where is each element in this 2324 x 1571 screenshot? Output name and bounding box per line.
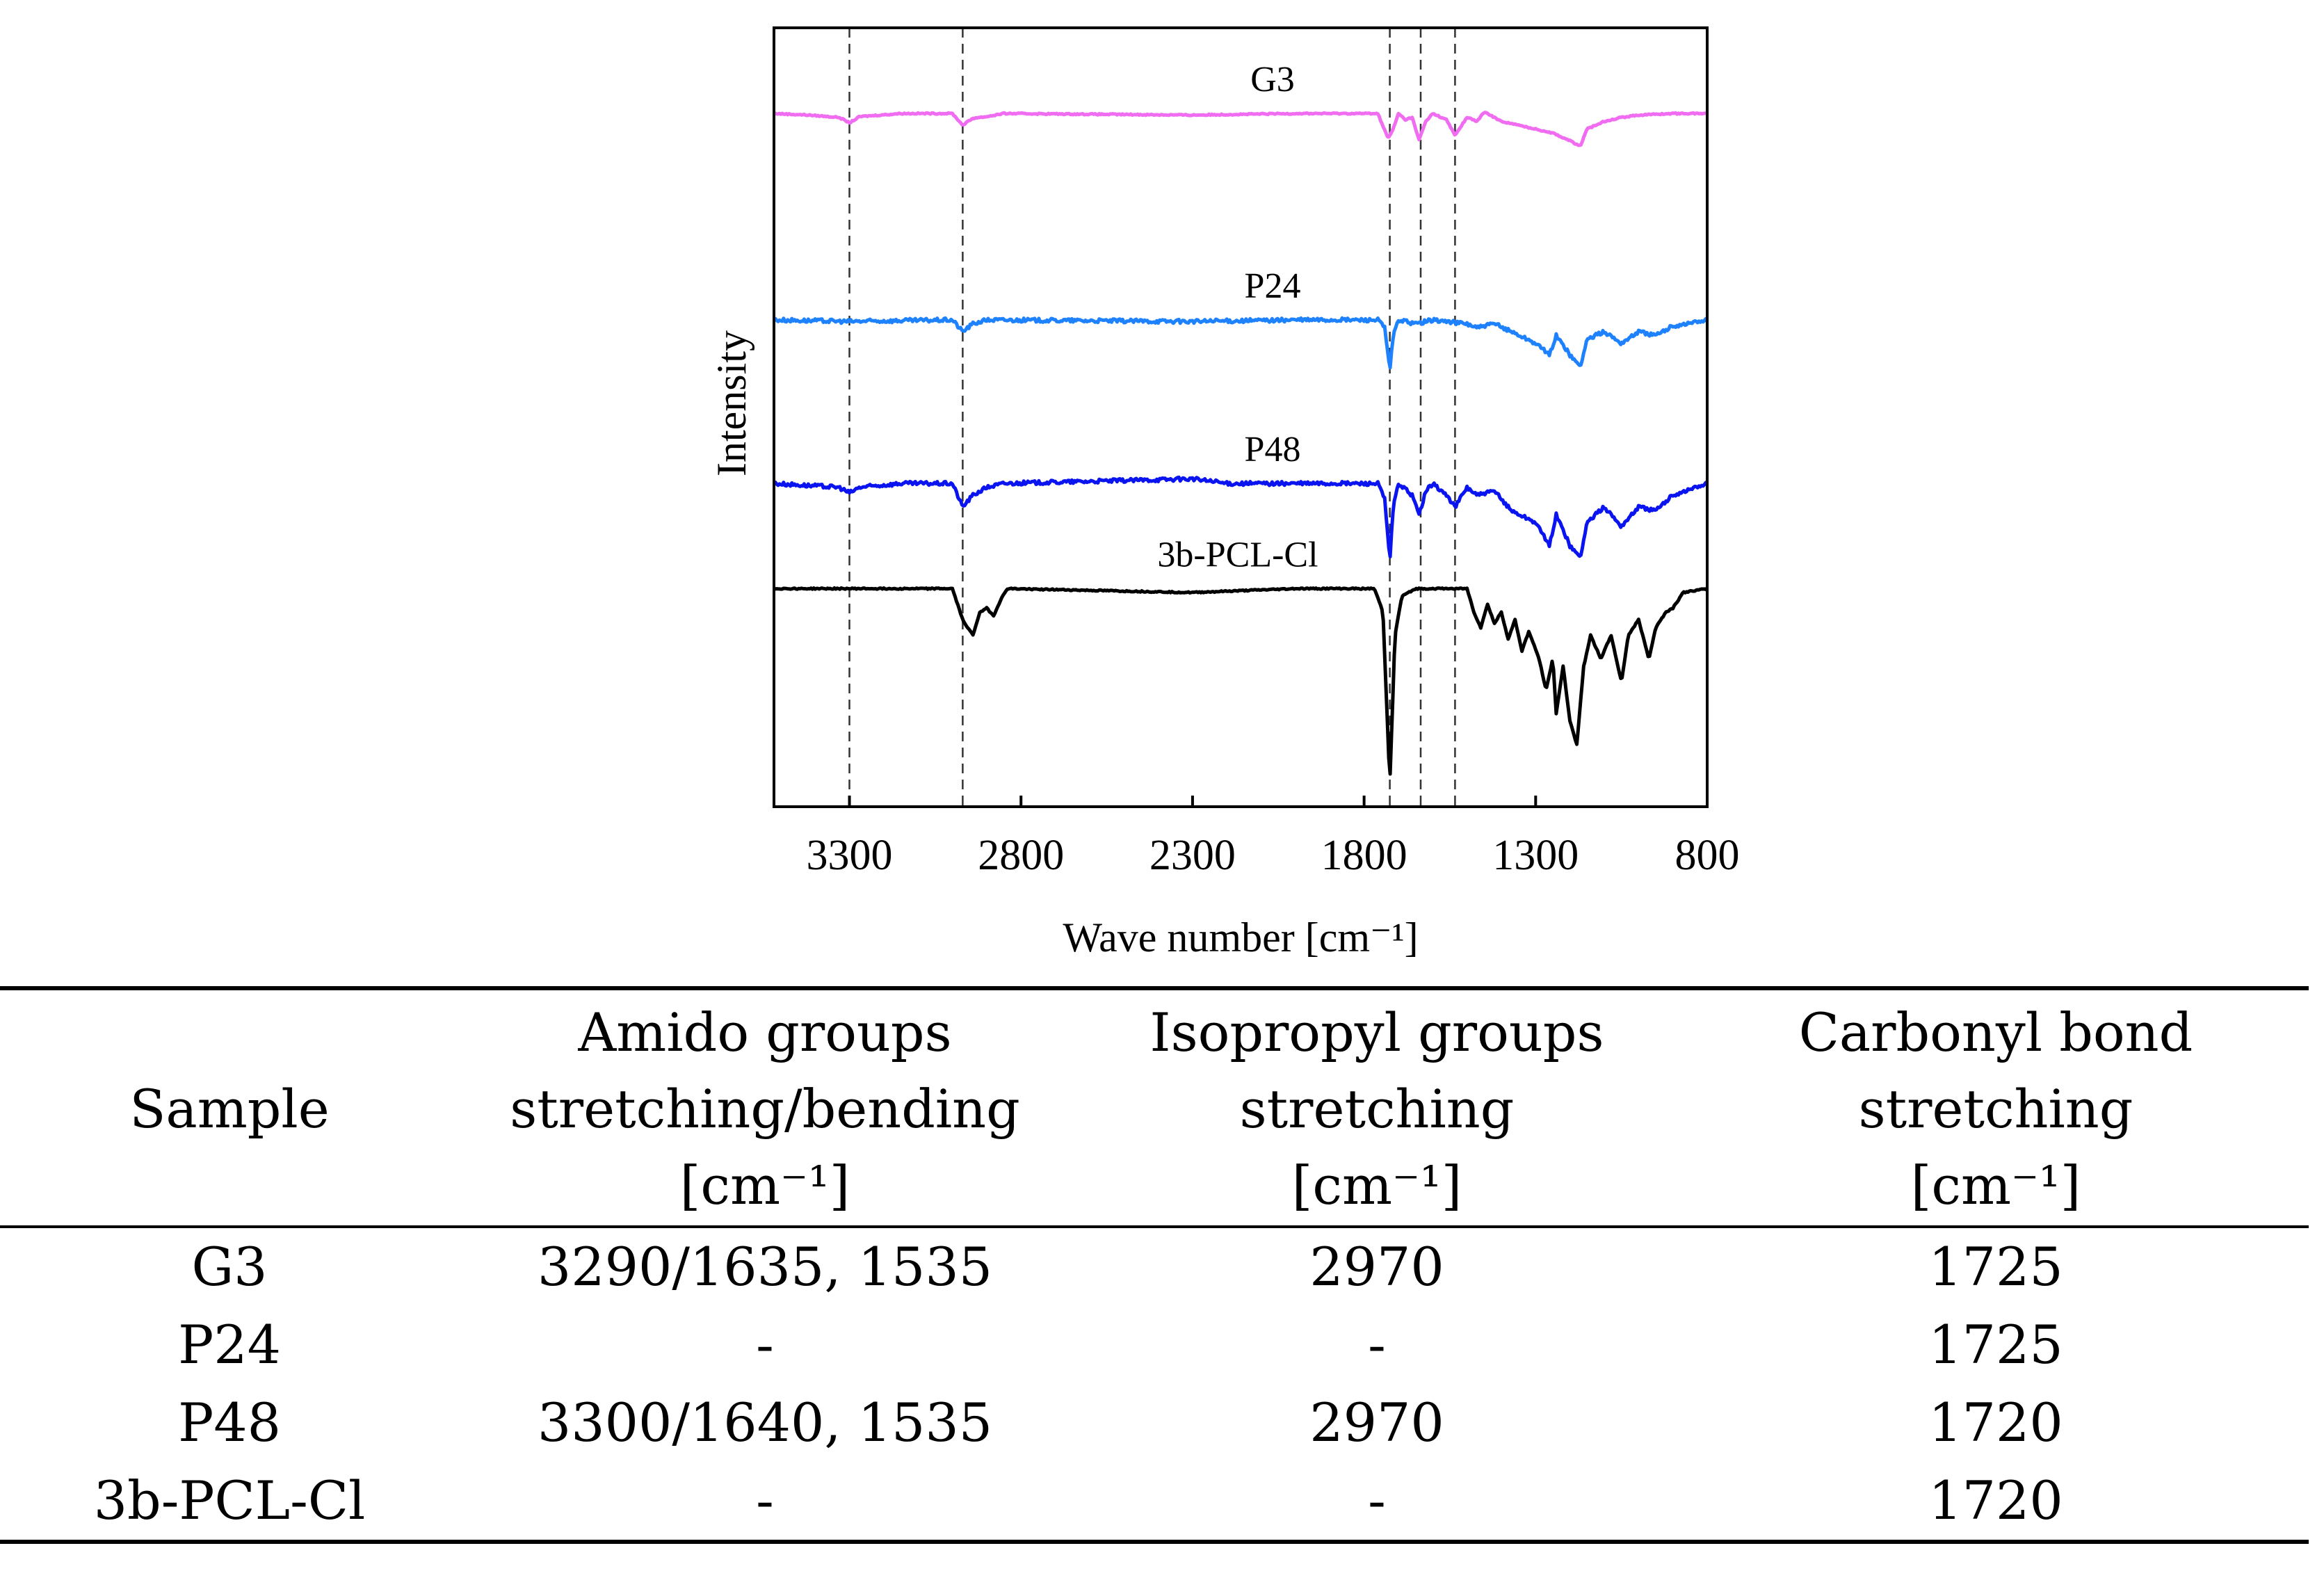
series-label: 3b-PCL-Cl xyxy=(1157,535,1318,574)
x-tick-label: 800 xyxy=(1675,832,1740,879)
cell-carbonyl: 1725 xyxy=(1928,1236,2063,1298)
x-tick-label: 1300 xyxy=(1492,832,1579,879)
ftir-assignment-table: Sample Amido groups stretching/bending [… xyxy=(0,986,2309,1544)
table-header-row: Sample Amido groups stretching/bending [… xyxy=(0,986,2309,1228)
cell-carbonyl: 1720 xyxy=(1928,1392,2063,1453)
series-labels: G3 P24 P48 3b-PCL-Cl xyxy=(1157,60,1318,574)
x-tick-label: 2800 xyxy=(978,832,1064,879)
cell-isopropyl: - xyxy=(1071,1462,1683,1544)
header-carbonyl: Carbonyl bond stretching [cm⁻¹] xyxy=(1683,986,2309,1228)
cell-amido: - xyxy=(459,1462,1071,1544)
x-tick-label: 3300 xyxy=(807,832,893,879)
cell-isopropyl: 2970 xyxy=(1309,1236,1444,1298)
header-amido: Amido groups stretching/bending [cm⁻¹] xyxy=(459,986,1071,1228)
series-label: P24 xyxy=(1245,266,1301,306)
cell-sample: P48 xyxy=(178,1392,281,1453)
header-isopropyl: Isopropyl groups stretching [cm⁻¹] xyxy=(1071,986,1683,1228)
x-tick-label: 2300 xyxy=(1149,832,1236,879)
cell-amido: - xyxy=(756,1314,774,1376)
table-row: 3b-PCL-Cl - - 1720 xyxy=(0,1462,2309,1544)
cell-isopropyl: 2970 xyxy=(1309,1392,1444,1453)
cell-carbonyl: 1720 xyxy=(1683,1462,2309,1544)
series-line-g3 xyxy=(773,111,1709,147)
cell-sample: G3 xyxy=(191,1236,268,1298)
cell-isopropyl: - xyxy=(1368,1314,1386,1376)
x-axis-ticks: 3300 2800 2300 1800 1300 800 xyxy=(807,796,1740,879)
table-row: P24 - - 1725 xyxy=(0,1306,2309,1384)
reference-lines xyxy=(848,28,1456,807)
series-label: P48 xyxy=(1245,430,1301,469)
table-row: G3 3290/1635, 1535 2970 1725 xyxy=(0,1227,2309,1306)
spectra-series xyxy=(772,111,1709,776)
cell-sample: 3b-PCL-Cl xyxy=(0,1462,459,1544)
cell-carbonyl: 1725 xyxy=(1928,1314,2063,1376)
cell-sample: P24 xyxy=(178,1314,281,1376)
table-row: P48 3300/1640, 1535 2970 1720 xyxy=(0,1384,2309,1462)
series-line-p24 xyxy=(772,316,1709,370)
plot-frame xyxy=(773,26,1709,808)
cell-amido: 3300/1640, 1535 xyxy=(537,1392,993,1453)
x-axis-label: Wave number [cm⁻¹] xyxy=(1063,915,1418,960)
y-axis-label: Intensity xyxy=(709,330,755,476)
series-label: G3 xyxy=(1250,60,1295,99)
series-line-3b-pcl-cl xyxy=(773,586,1709,776)
cell-amido: 3290/1635, 1535 xyxy=(537,1236,993,1298)
header-sample: Sample xyxy=(0,986,459,1228)
x-tick-label: 1800 xyxy=(1321,832,1407,879)
series-line-p48 xyxy=(773,475,1709,558)
ftir-spectra-chart: G3 P24 P48 3b-PCL-Cl 3300 2800 2300 1800 1300 80… xyxy=(709,26,1740,960)
